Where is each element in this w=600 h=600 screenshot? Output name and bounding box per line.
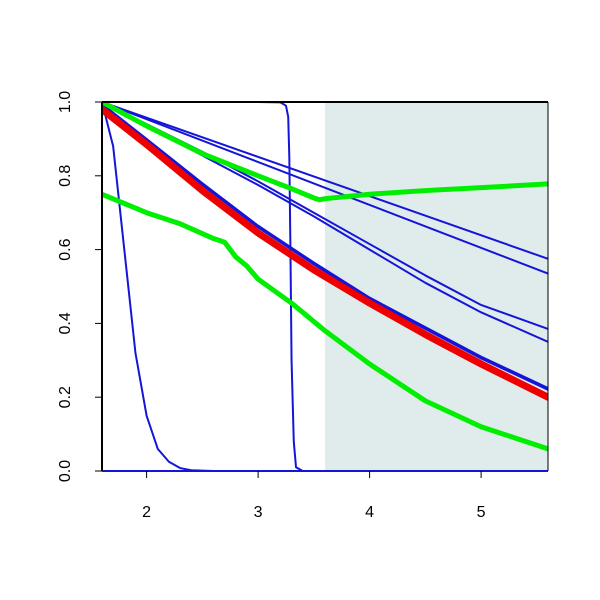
series-line-10 xyxy=(102,102,548,203)
axes: 2 3 4 5 0.0 0.2 0.4 0.6 0.8 1.0 xyxy=(57,91,549,521)
y-tick-label-1.0: 1.0 xyxy=(57,91,74,113)
series-line-4 xyxy=(102,102,548,275)
plot-area xyxy=(102,102,548,471)
y-tick-label-0.0: 0.0 xyxy=(57,460,74,482)
x-tick-label-2: 2 xyxy=(142,504,151,521)
series-line-11 xyxy=(102,191,548,452)
y-tick-label-0.4: 0.4 xyxy=(57,312,74,334)
series-line-7 xyxy=(102,102,548,389)
x-tick-label-4: 4 xyxy=(365,504,374,521)
series-line-9 xyxy=(102,105,548,401)
y-tick-label-0.6: 0.6 xyxy=(57,238,74,260)
y-tick-label-0.8: 0.8 xyxy=(57,165,74,187)
series-line-1 xyxy=(102,102,548,471)
y-tick-label-0.2: 0.2 xyxy=(57,386,74,408)
x-tick-label-5: 5 xyxy=(477,504,486,521)
shaded-region xyxy=(325,102,548,471)
x-tick-label-3: 3 xyxy=(254,504,263,521)
series-line-3 xyxy=(102,102,548,260)
